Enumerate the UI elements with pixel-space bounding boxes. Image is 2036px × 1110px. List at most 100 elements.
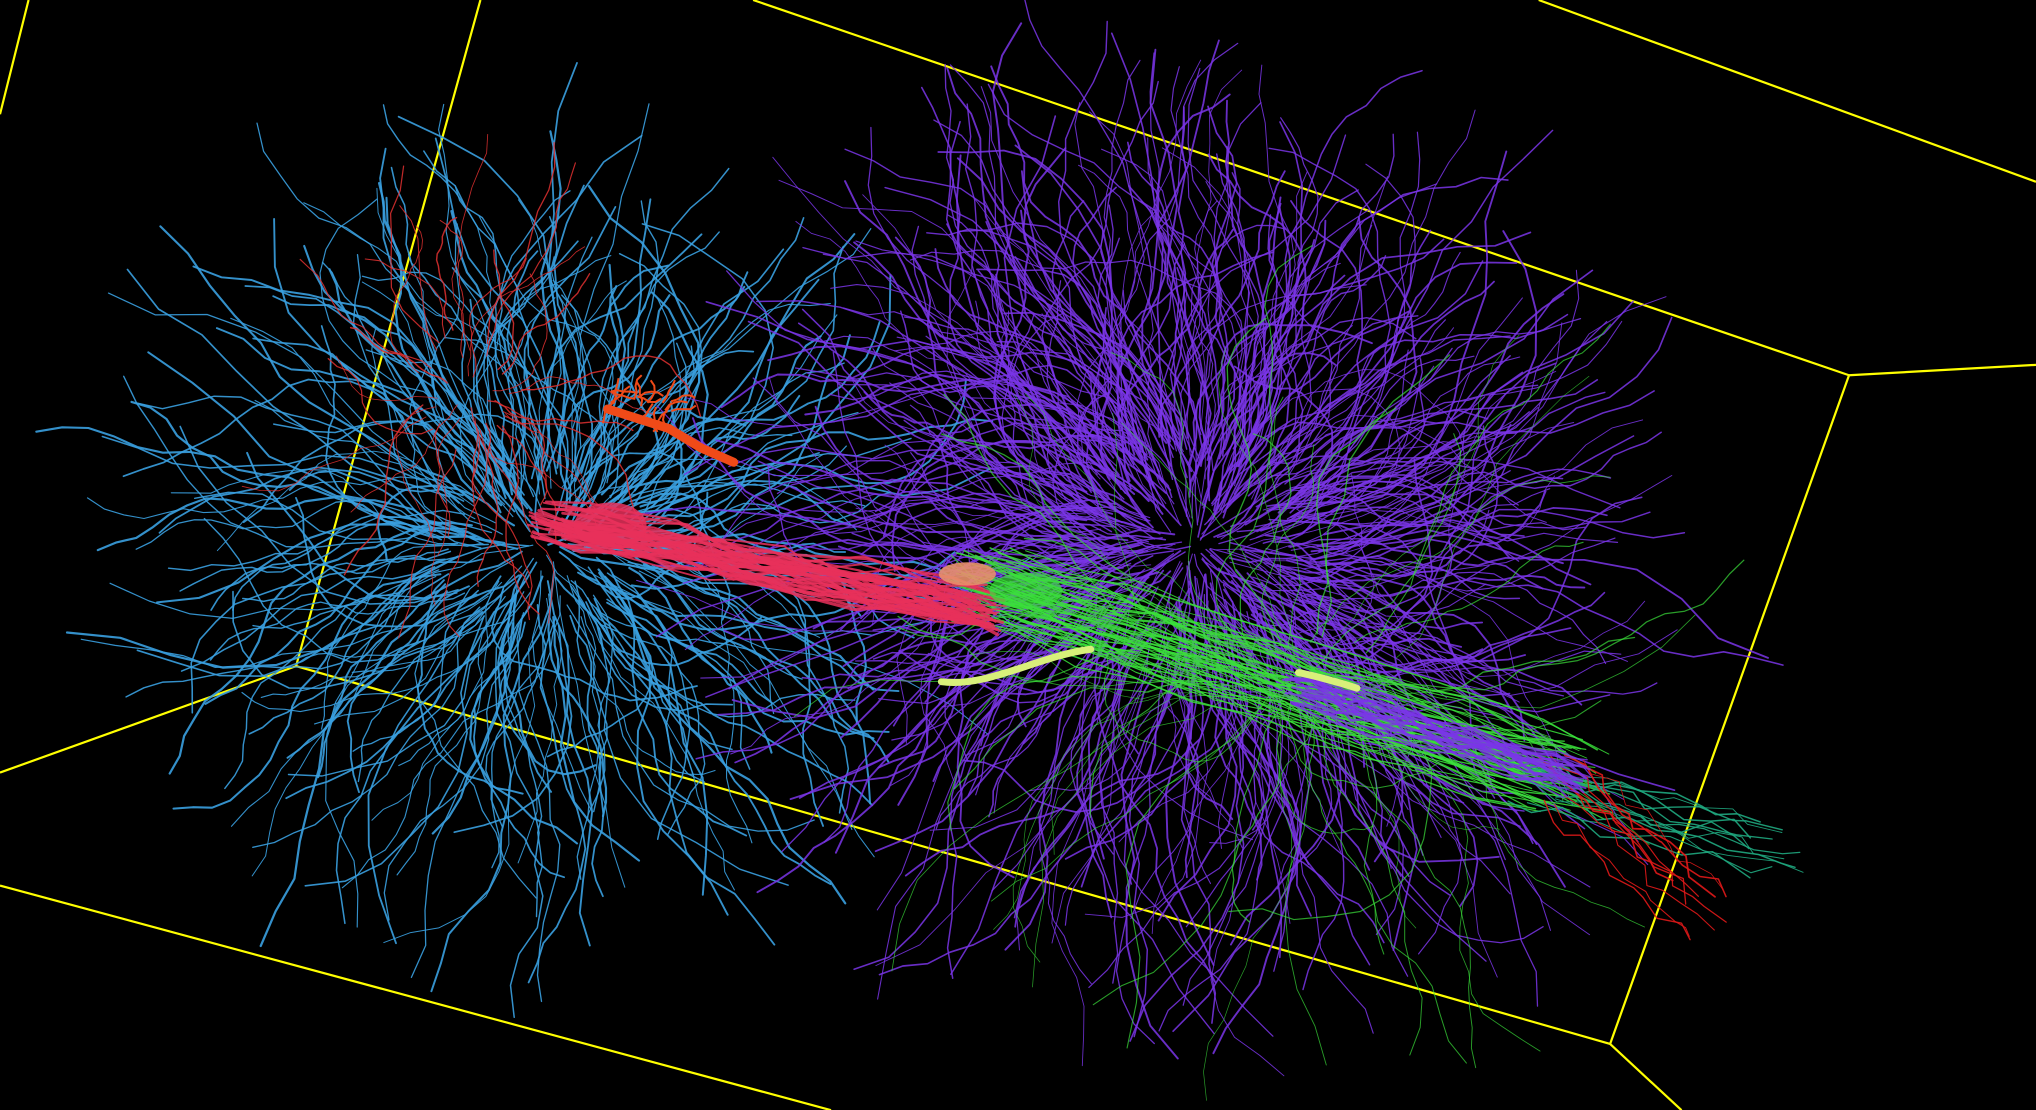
right-neuron-arbor-branch bbox=[691, 417, 1114, 551]
left-neuron-arbor-branch bbox=[450, 210, 526, 496]
right-neuron-arbor-branch bbox=[1318, 425, 1534, 553]
right-neuron-arbor-branch bbox=[819, 496, 1142, 530]
left-neuron-arbor-branch bbox=[629, 273, 892, 503]
right-neuron-arbor-branch bbox=[1161, 147, 1251, 487]
left-neuron-arbor-branch bbox=[518, 199, 582, 527]
right-neuron-arbor-branch bbox=[1262, 355, 1511, 544]
right-neuron-arbor-branch bbox=[1320, 528, 1769, 659]
left-neuron-arbor-branch bbox=[135, 395, 482, 549]
left-neuron-arbor-branch bbox=[122, 378, 460, 504]
left-neuron-arbor-branch bbox=[317, 579, 445, 779]
left-neuron-arbor-branch bbox=[434, 137, 551, 480]
teal-tail-fiber bbox=[1556, 787, 1801, 855]
left-upper-red-branches-branch bbox=[487, 400, 634, 432]
right-neuron-arbor-branch bbox=[1224, 599, 1487, 962]
green-processes-branch bbox=[1092, 701, 1284, 1006]
left-neuron-arbor-branch bbox=[550, 280, 586, 495]
right-neuron-arbor-branch bbox=[1313, 269, 1580, 521]
left-neuron-arbor-branch bbox=[252, 606, 481, 848]
green-processes-branch bbox=[1365, 323, 1611, 654]
right-neuron-arbor-branch bbox=[1193, 553, 1384, 627]
right-neuron-arbor-branch bbox=[1289, 347, 1453, 518]
right-neuron-arbor-branch bbox=[1122, 289, 1199, 526]
right-neuron-arbor-branch bbox=[1284, 216, 1418, 508]
left-upper-red-branches-branch bbox=[486, 141, 556, 344]
right-neuron-arbor-branch bbox=[1229, 475, 1673, 588]
right-neuron-arbor-branch bbox=[1190, 200, 1218, 444]
right-neuron-arbor-branch bbox=[778, 179, 1148, 455]
left-neuron-arbor-branch bbox=[396, 595, 506, 876]
bounding-box-edge bbox=[295, 665, 1611, 1046]
right-neuron-arbor-branch bbox=[949, 64, 1178, 452]
left-neuron-arbor-branch bbox=[65, 555, 460, 669]
left-neuron-arbor-branch bbox=[576, 594, 614, 880]
green-processes-branch bbox=[1051, 681, 1245, 855]
green-processes-branch bbox=[969, 650, 1220, 700]
left-upper-red-branches-branch bbox=[343, 404, 424, 576]
left-neuron-arbor-branch bbox=[623, 394, 801, 517]
left-neuron-arbor-branch bbox=[382, 104, 514, 464]
left-upper-red-branches-branch bbox=[299, 258, 432, 369]
left-neuron-arbor-branch bbox=[491, 587, 698, 702]
left-upper-red-branches-branch bbox=[501, 273, 591, 375]
right-neuron-arbor-branch bbox=[1282, 496, 1643, 665]
left-neuron-arbor-branch bbox=[558, 491, 709, 600]
left-neuron-arbor-branch bbox=[335, 589, 479, 925]
green-processes-fiber bbox=[950, 614, 1537, 810]
left-neuron-arbor-branch bbox=[295, 565, 523, 666]
right-neuron-arbor-branch bbox=[1014, 144, 1203, 448]
right-neuron-arbor-branch bbox=[1003, 311, 1180, 436]
right-neuron-arbor-branch bbox=[1222, 202, 1283, 519]
right-neuron-arbor-branch bbox=[717, 439, 1131, 547]
left-neuron-arbor-branch bbox=[636, 479, 856, 528]
orange-fragment-twig bbox=[633, 374, 643, 399]
left-soma bbox=[573, 502, 647, 550]
left-neuron-arbor-branch bbox=[567, 285, 746, 490]
left-neuron-arbor-branch bbox=[593, 597, 832, 886]
left-upper-red-branches-branch bbox=[443, 429, 488, 638]
right-neuron-arbor-branch bbox=[832, 351, 1081, 613]
teal-tail-fiber bbox=[1510, 773, 1750, 850]
right-neuron-arbor-branch bbox=[1093, 562, 1217, 984]
left-upper-red-branches-branch bbox=[476, 422, 499, 587]
right-neuron-arbor-fiber bbox=[1291, 686, 1577, 780]
left-upper-red-branches-branch bbox=[467, 246, 586, 377]
right-neuron-arbor-branch bbox=[1293, 476, 1564, 612]
left-neuron-arbor-branch bbox=[553, 184, 593, 508]
left-neuron-arbor-branch bbox=[179, 554, 446, 592]
right-neuron-arbor-branch bbox=[1323, 230, 1538, 536]
right-neuron-arbor-branch bbox=[1319, 557, 1784, 666]
red-tail bbox=[1534, 752, 1727, 941]
green-processes-branch bbox=[1089, 663, 1288, 818]
orange-fragment bbox=[602, 374, 739, 467]
green-processes-branch bbox=[1268, 396, 1301, 648]
left-neuron-arbor-branch bbox=[80, 593, 478, 669]
red-tail-fiber bbox=[1582, 759, 1724, 890]
left-upper-red-branches-branch bbox=[470, 407, 530, 589]
right-neuron-arbor-branch bbox=[1111, 576, 1254, 841]
yellow-green-fiber-segment bbox=[937, 645, 1361, 692]
right-neuron-arbor-branch bbox=[1101, 148, 1246, 470]
left-neuron-arbor-branch bbox=[497, 593, 553, 793]
bounding-box-edge bbox=[0, 884, 832, 1110]
green-processes-branch bbox=[953, 680, 1205, 790]
right-neuron-arbor-branch bbox=[996, 341, 1188, 517]
left-neuron-arbor-branch bbox=[548, 62, 579, 470]
left-neuron-arbor-branch bbox=[168, 521, 473, 775]
left-neuron-arbor-branch bbox=[256, 122, 507, 466]
right-neuron-arbor-branch bbox=[928, 498, 1142, 576]
right-neuron-arbor-branch bbox=[1247, 200, 1363, 497]
right-neuron-arbor-branch bbox=[1213, 280, 1495, 538]
green-processes-branch bbox=[1014, 394, 1253, 657]
right-neuron-arbor-branch bbox=[1157, 170, 1286, 438]
right-neuron-arbor-branch bbox=[1220, 414, 1547, 540]
right-neuron-arbor-branch bbox=[1296, 616, 1463, 955]
right-neuron-arbor-branch bbox=[1289, 602, 1345, 991]
left-neuron-arbor-branch bbox=[650, 278, 820, 509]
right-neuron-arbor-branch bbox=[1196, 577, 1233, 849]
green-processes-branch bbox=[1239, 433, 1292, 646]
right-neuron-arbor-branch bbox=[1239, 548, 1410, 699]
green-processes-branch bbox=[1217, 347, 1296, 660]
